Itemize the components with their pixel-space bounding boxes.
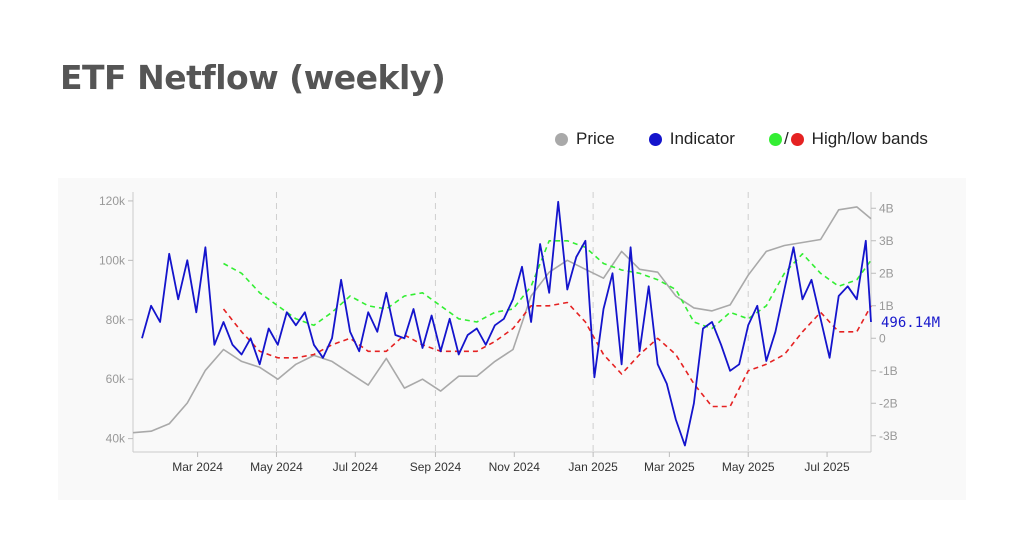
low-band-line [222, 301, 872, 408]
legend-item-indicator[interactable]: Indicator [648, 129, 735, 149]
indicator-legend-dot [648, 132, 662, 146]
y-left-tick-label: 80k [106, 313, 126, 327]
chart-tick-labels: 40k 60k 80k 100k 120k -3B -2B -1B 0 1B 2B 3B 4B Mar 2… [99, 194, 940, 474]
page-title: ETF Netflow (weekly) [60, 58, 446, 97]
legend-item-bands[interactable]: / High/low bands [768, 129, 928, 149]
chart-gridlines [275, 192, 749, 452]
x-tick-label: Mar 2024 [172, 460, 223, 474]
y-right-tick-label: 3B [879, 234, 894, 248]
y-left-tick-label: 40k [106, 432, 126, 446]
chart-panel: 40k 60k 80k 100k 120k -3B -2B -1B 0 1B 2B 3B 4B Mar 2… [58, 178, 966, 500]
x-tick-label: Nov 2024 [489, 460, 541, 474]
low-band-legend-dot [790, 132, 804, 146]
y-right-tick-label: 1B [879, 299, 894, 313]
legend-label-price: Price [576, 129, 615, 148]
x-tick-label: Jan 2025 [568, 460, 618, 474]
y-left-tick-label: 100k [99, 253, 126, 267]
y-right-tick-label: 4B [879, 201, 894, 215]
indicator-line [141, 200, 872, 447]
x-tick-label: May 2024 [250, 460, 303, 474]
high-band-line [223, 239, 872, 330]
x-tick-label: May 2025 [722, 460, 775, 474]
chart-series [132, 200, 872, 447]
x-tick-label: Mar 2025 [644, 460, 695, 474]
legend-slash: / [783, 129, 789, 148]
legend-label-indicator: Indicator [669, 129, 735, 148]
y-right-tick-label: 2B [879, 266, 894, 280]
y-right-tick-label: 0 [879, 331, 886, 345]
netflow-chart: 40k 60k 80k 100k 120k -3B -2B -1B 0 1B 2B 3B 4B Mar 2… [99, 192, 940, 474]
x-tick-label: Jul 2025 [804, 460, 850, 474]
indicator-last-value-label: 496.14M [881, 315, 940, 331]
price-legend-dot [555, 132, 568, 146]
price-line [132, 206, 872, 434]
legend-label-bands: High/low bands [811, 129, 928, 148]
y-left-tick-label: 60k [106, 372, 126, 386]
chart-axes [128, 192, 876, 457]
x-tick-label: Sep 2024 [410, 460, 462, 474]
y-right-tick-label: -1B [879, 364, 898, 378]
chart-legend: Price Indicator / High/low bands [555, 127, 955, 151]
x-tick-label: Jul 2024 [333, 460, 379, 474]
y-right-tick-label: -3B [879, 429, 898, 443]
legend-item-price[interactable]: Price [555, 129, 615, 149]
high-band-legend-dot [768, 132, 782, 146]
y-right-tick-label: -2B [879, 396, 898, 410]
y-left-tick-label: 120k [99, 194, 126, 208]
